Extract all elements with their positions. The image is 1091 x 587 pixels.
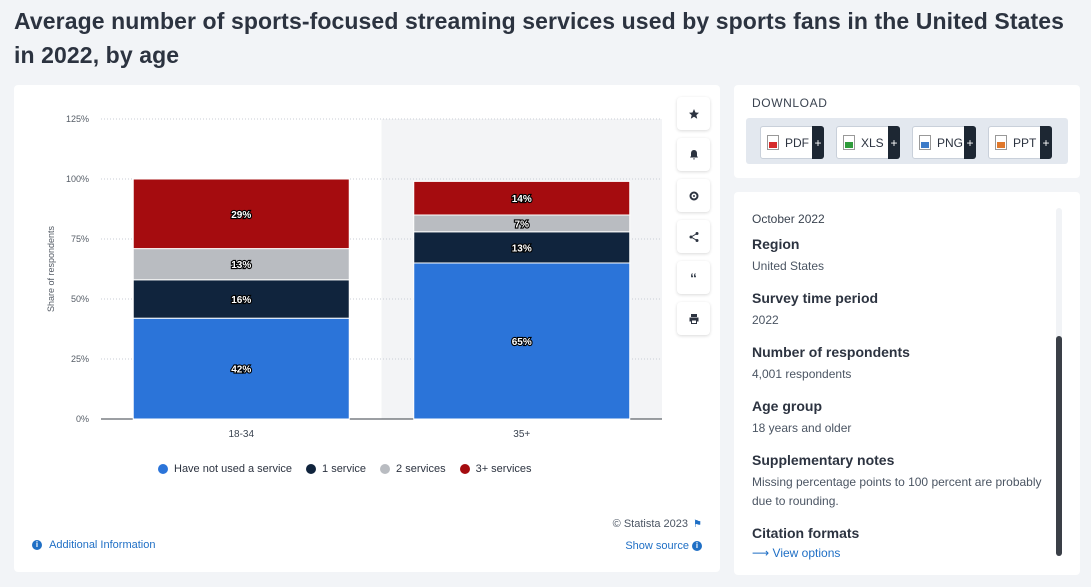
plus-icon[interactable]: + <box>888 126 900 159</box>
bar-segment <box>132 178 350 250</box>
data-label: 14% <box>512 194 532 205</box>
star-icon[interactable] <box>677 97 710 130</box>
data-label: 65% <box>512 337 532 348</box>
legend-item[interactable]: 2 services <box>380 463 446 475</box>
y-tick-label: 125% <box>66 114 89 124</box>
plus-icon[interactable]: + <box>812 126 824 159</box>
pdf-file-icon <box>767 135 779 150</box>
download-panel: DOWNLOAD PDF + XLS + PNG + PPT + <box>734 85 1080 178</box>
chart-card: 0% 25% 50% 75% 100% 125% Share of respondents 4… <box>14 85 720 572</box>
download-ppt-button[interactable]: PPT + <box>988 126 1052 159</box>
y-tick-label: 100% <box>66 174 89 184</box>
citation-formats-label: Citation formats <box>752 525 860 541</box>
info-icon: i <box>692 541 702 552</box>
quote-icon[interactable]: “ <box>677 261 710 294</box>
y-tick-label: 50% <box>71 294 89 304</box>
chart-legend: Have not used a service 1 service 2 servic… <box>158 463 532 475</box>
legend-label: 1 service <box>322 463 367 475</box>
ppt-file-icon <box>995 135 1007 150</box>
plus-icon[interactable]: + <box>964 126 976 159</box>
show-source-link[interactable]: Show source i <box>625 540 702 552</box>
download-pdf-button[interactable]: PDF + <box>760 126 824 159</box>
flag-icon[interactable]: ⚑ <box>693 519 702 530</box>
survey-period-label: Survey time period <box>752 290 879 306</box>
bell-icon[interactable] <box>677 138 710 171</box>
download-bar: PDF + XLS + PNG + PPT + <box>746 118 1068 164</box>
page-title: Average number of sports-focused streami… <box>14 8 1065 68</box>
supplementary-notes-label: Supplementary notes <box>752 452 895 468</box>
download-xls-button[interactable]: XLS + <box>836 126 900 159</box>
data-label: 29% <box>231 210 251 221</box>
data-label: 13% <box>512 243 532 254</box>
info-icon: i <box>32 540 42 551</box>
scrollbar-thumb[interactable] <box>1056 336 1062 556</box>
y-tick-label: 25% <box>71 354 89 364</box>
data-label: 16% <box>231 295 251 306</box>
supplementary-notes-value: Missing percentage points to 100 percent… <box>752 475 1042 508</box>
respondents-label: Number of respondents <box>752 344 910 360</box>
release-date: October 2022 <box>752 212 825 226</box>
download-title: DOWNLOAD <box>752 96 828 110</box>
legend-item[interactable]: Have not used a service <box>158 463 292 475</box>
statistic-details-panel: October 2022 Region United States Survey… <box>734 192 1080 575</box>
age-group-value: 18 years and older <box>752 421 852 435</box>
legend-label: 2 services <box>396 463 446 475</box>
additional-information-link[interactable]: i Additional Information <box>32 539 155 551</box>
legend-label: 3+ services <box>475 463 532 475</box>
png-file-icon <box>919 135 931 150</box>
view-options-link[interactable]: ⟶ View options <box>752 546 841 560</box>
data-label: 7% <box>515 219 530 230</box>
legend-item[interactable]: 3+ services <box>459 463 532 475</box>
arrow-right-icon: ⟶ <box>752 546 770 560</box>
scrollbar[interactable] <box>1056 208 1062 556</box>
legend-swatch <box>158 464 168 474</box>
xls-file-icon <box>843 135 855 150</box>
y-tick-label: 0% <box>76 414 89 424</box>
legend-label: Have not used a service <box>174 463 293 475</box>
region-value: United States <box>752 259 825 273</box>
stacked-bar-chart: 0% 25% 50% 75% 100% 125% Share of respondents 4… <box>46 114 662 440</box>
legend-swatch <box>459 464 470 474</box>
x-tick-label: 35+ <box>513 429 530 440</box>
statista-credit[interactable]: © Statista 2023 ⚑ <box>612 518 702 530</box>
age-group-label: Age group <box>752 398 822 414</box>
share-icon[interactable] <box>677 220 710 253</box>
bar-segment <box>413 262 631 420</box>
print-icon[interactable] <box>677 302 710 335</box>
legend-swatch <box>380 464 391 474</box>
data-label: 42% <box>231 365 251 376</box>
y-axis-label: Share of respondents <box>46 225 56 312</box>
gear-icon[interactable] <box>677 179 710 212</box>
chart-toolbar: “ <box>677 97 710 343</box>
region-label: Region <box>752 236 800 252</box>
bar-segment <box>132 317 350 420</box>
legend-swatch <box>306 464 317 474</box>
respondents-value: 4,001 respondents <box>752 367 852 381</box>
bar-segment <box>413 231 631 264</box>
legend-item[interactable]: 1 service <box>306 463 366 475</box>
y-tick-label: 75% <box>71 234 89 244</box>
survey-period-value: 2022 <box>752 313 779 327</box>
bar-segment <box>132 248 350 281</box>
plus-icon[interactable]: + <box>1040 126 1052 159</box>
download-png-button[interactable]: PNG + <box>912 126 976 159</box>
bar-segment <box>413 180 631 216</box>
data-label: 13% <box>231 260 251 271</box>
x-tick-label: 18-34 <box>228 429 254 440</box>
